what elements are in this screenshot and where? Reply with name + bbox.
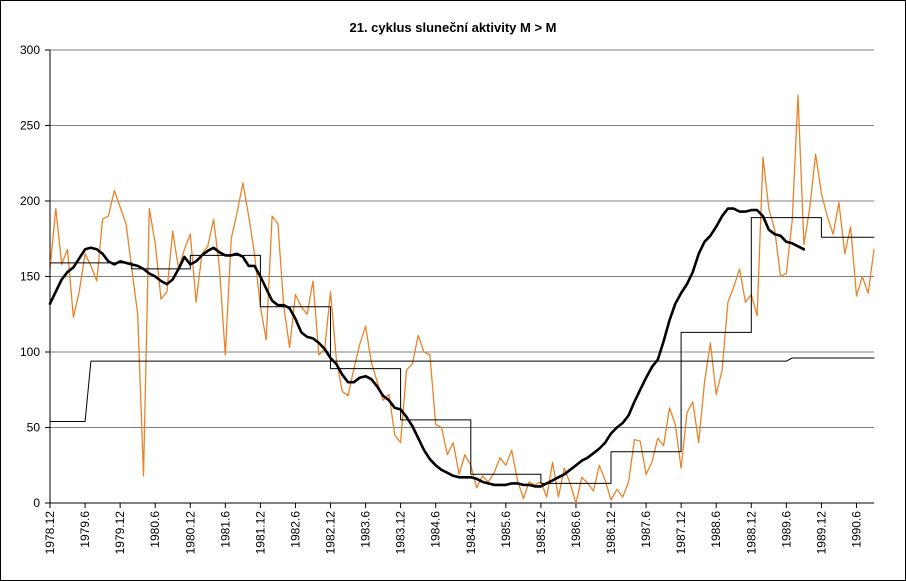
x-tick-label: 1988.6: [709, 511, 723, 548]
y-tick-label: 150: [20, 270, 40, 284]
x-tick-label: 1982.12: [324, 511, 338, 555]
y-tick-label: 100: [20, 345, 40, 359]
y-tick-label: 300: [20, 43, 40, 57]
x-axis-ticks: 1978.12 1979.6 1979.12 1980.6 1980.12 1981.6 1…: [43, 503, 863, 554]
x-tick-label: 1979.6: [78, 511, 92, 548]
y-tick-label: 250: [20, 119, 40, 133]
x-tick-label: 1989.12: [814, 511, 828, 555]
x-tick-label: 1980.6: [148, 511, 162, 548]
x-tick-label: 1983.6: [359, 511, 373, 548]
x-tick-label: 1981.6: [218, 511, 232, 548]
x-tick-label: 1984.6: [429, 511, 443, 548]
x-tick-label: 1990.6: [849, 511, 863, 548]
x-tick-label: 1987.12: [674, 511, 688, 555]
x-tick-label: 1984.12: [464, 511, 478, 555]
series-long_mean-line: [49, 357, 875, 422]
series-group: [48, 94, 875, 504]
x-tick-label: 1985.12: [534, 511, 548, 555]
x-tick-label: 1986.6: [569, 511, 583, 548]
x-tick-label: 1982.6: [288, 511, 302, 548]
x-tick-label: 1989.6: [779, 511, 793, 548]
x-tick-label: 1978.12: [43, 511, 57, 555]
x-tick-label: 1981.12: [253, 511, 267, 555]
x-tick-label: 1985.6: [499, 511, 513, 548]
x-tick-label: 1980.12: [183, 511, 197, 555]
x-tick-label: 1979.12: [113, 511, 127, 555]
x-tick-label: 1987.6: [639, 511, 653, 548]
y-axis-ticks: 0 50 100 150 200 250 300: [20, 43, 50, 510]
x-tick-label: 1988.12: [744, 511, 758, 555]
series-monthly-line: [49, 94, 875, 504]
x-tick-label: 1983.12: [394, 511, 408, 555]
chart-title: 21. cyklus sluneční aktivity M > M: [349, 20, 557, 35]
y-tick-label: 0: [33, 496, 40, 510]
y-tick-label: 200: [20, 194, 40, 208]
x-tick-label: 1986.12: [604, 511, 618, 555]
series-step-line: [49, 217, 875, 484]
y-tick-label: 50: [27, 421, 41, 435]
series-smoothed-line: [48, 207, 806, 488]
